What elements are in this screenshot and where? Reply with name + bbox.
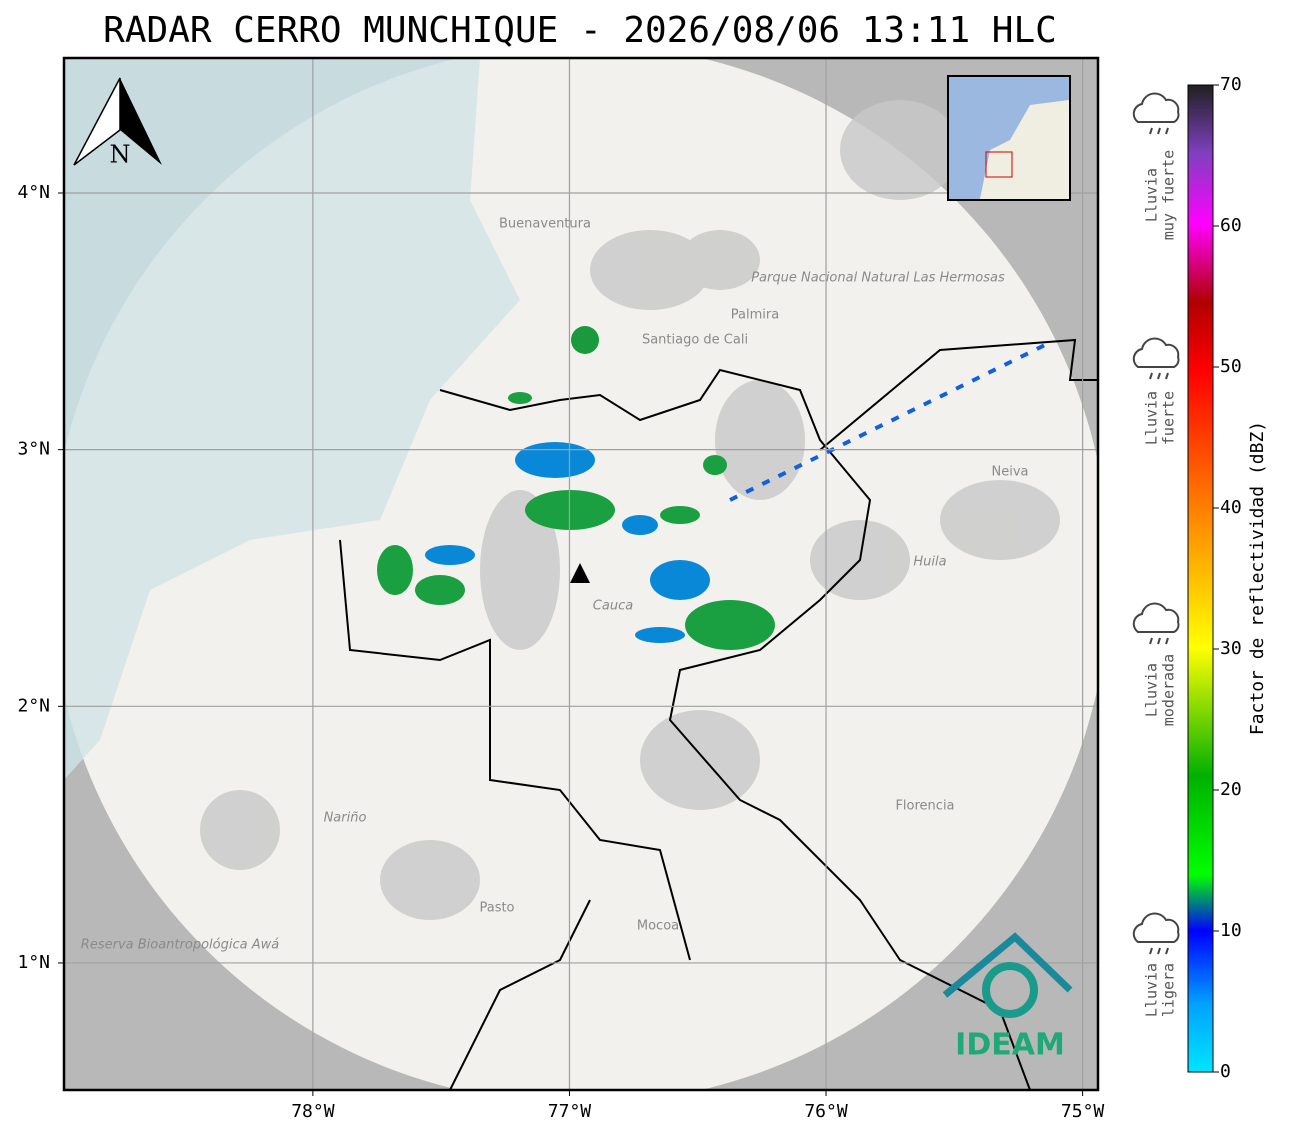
inset-map [947, 75, 1071, 201]
place-label: Huila [913, 555, 946, 570]
place-label: Buenaventura [499, 217, 591, 232]
legend-label: Lluvia [1143, 391, 1161, 445]
weather-icon [1132, 912, 1180, 943]
map-frame [62, 56, 1100, 1092]
legend-label: Lluvia [1143, 168, 1161, 222]
y-tick-label: 2°N [17, 695, 50, 716]
x-tick-label: 75°W [1061, 1101, 1105, 1122]
legend-label: muy fuerte [1160, 150, 1178, 240]
legend-item: Lluvia muy fuerte [1132, 92, 1180, 240]
y-tick-label: 3°N [17, 439, 50, 460]
north-label: N [110, 141, 131, 169]
place-label: Reserva Bioantropológica Awá [81, 938, 279, 953]
colorbar-label: Factor de reflectividad (dBZ) [1247, 421, 1268, 735]
map: Buenaventura Santiago de Cali Palmira Pa… [64, 58, 1098, 1090]
legend-item: Lluvia moderada [1132, 602, 1180, 726]
grid [64, 58, 1098, 1090]
colorbar-tick-label: 60 [1220, 215, 1242, 236]
place-label: Palmira [731, 308, 779, 323]
colorbar-tick-label: 20 [1220, 779, 1242, 800]
weather-icon [1132, 337, 1180, 368]
x-tick-label: 77°W [548, 1101, 592, 1122]
radar-site [570, 563, 590, 583]
legend-item: Lluvia ligera [1132, 912, 1180, 1017]
weather-drops [1149, 947, 1169, 955]
colorbar-tick-label: 30 [1220, 638, 1242, 659]
y-tick-label: 1°N [17, 952, 50, 973]
place-label: Florencia [895, 799, 954, 814]
colorbar-tick-label: 50 [1220, 356, 1242, 377]
axis-ticks: 78°W 77°W 76°W 75°W 4°N 3°N 2°N 1°N [17, 182, 1104, 1122]
legend-item: Lluvia fuerte [1132, 337, 1180, 445]
weather-icon [1132, 92, 1180, 123]
ocean-in-range [64, 58, 520, 780]
legend-label: Lluvia [1143, 963, 1161, 1017]
weather-drops [1149, 637, 1169, 645]
colorbar-tick-label: 70 [1220, 74, 1242, 95]
place-label: Mocoa [637, 919, 679, 934]
place-label: Cauca [593, 599, 633, 614]
colorbar [1187, 84, 1214, 1073]
weather-drops [1149, 372, 1169, 380]
weather-icon [1132, 602, 1180, 633]
north-arrow: N [73, 77, 162, 169]
boundaries [339, 338, 1098, 1090]
legend-label: fuerte [1160, 391, 1178, 445]
colorbar-tick-label: 0 [1220, 1061, 1231, 1082]
colorbar-tick-label: 10 [1220, 920, 1242, 941]
place-label: Parque Nacional Natural Las Hermosas [751, 271, 1005, 286]
x-tick-label: 78°W [291, 1101, 335, 1122]
logo: IDEAM [942, 932, 1073, 1063]
legend-label: Lluvia [1143, 663, 1161, 717]
colorbar-tick-label: 40 [1220, 497, 1242, 518]
weather-drops [1149, 127, 1169, 135]
legend-label: moderada [1160, 654, 1178, 726]
radar-echoes [377, 326, 1046, 650]
y-tick-label: 4°N [17, 182, 50, 203]
place-label: Santiago de Cali [642, 333, 748, 348]
place-label: Pasto [479, 901, 514, 916]
legend-label: ligera [1160, 963, 1178, 1017]
place-label: Nariño [324, 811, 367, 826]
x-tick-label: 76°W [804, 1101, 848, 1122]
colorbar-ticks: 0 10 20 30 40 50 60 70 [1213, 74, 1242, 1082]
place-label: Neiva [992, 465, 1029, 480]
logo-text: IDEAM [955, 1028, 1065, 1063]
title: RADAR CERRO MUNCHIQUE - 2026/08/06 13:11… [103, 10, 1057, 51]
